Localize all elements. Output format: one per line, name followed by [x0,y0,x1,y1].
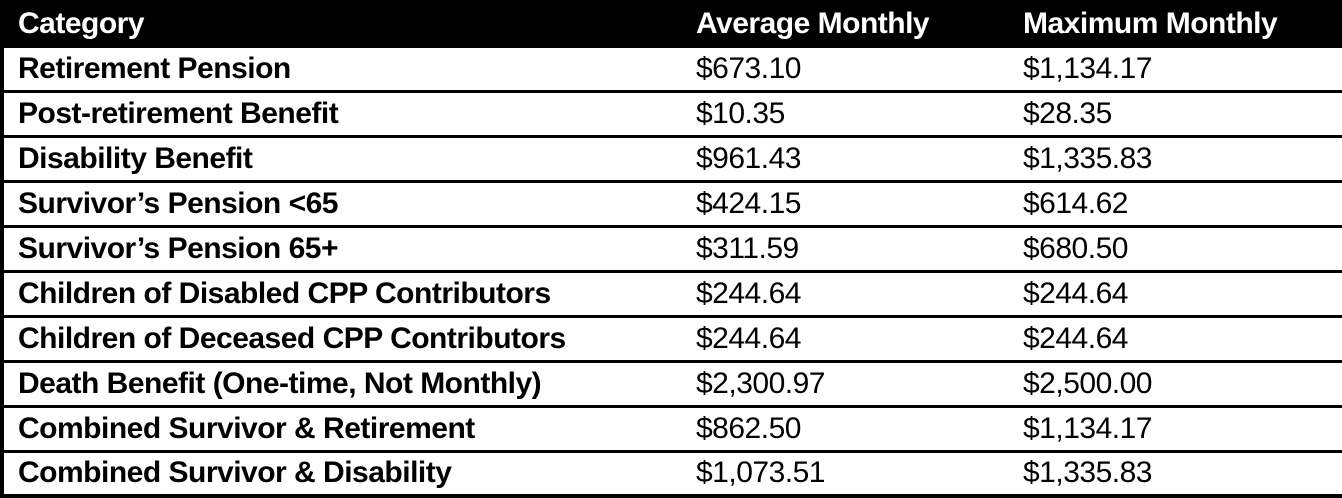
table-row: Retirement Pension $673.10 $1,134.17 [2,44,1342,91]
cell-category: Retirement Pension [2,44,682,91]
cell-maximum-monthly: $1,335.83 [1009,134,1342,181]
table-row: Disability Benefit $961.43 $1,335.83 [2,134,1342,181]
cell-category: Combined Survivor & Disability [2,449,682,496]
cell-average-monthly: $961.43 [682,134,1009,181]
cell-category: Post-retirement Benefit [2,89,682,136]
cell-average-monthly: $862.50 [682,404,1009,451]
cell-maximum-monthly: $1,134.17 [1009,44,1342,91]
cell-maximum-monthly: $1,134.17 [1009,404,1342,451]
cell-maximum-monthly: $244.64 [1009,269,1342,316]
cell-average-monthly: $244.64 [682,269,1009,316]
cell-category: Death Benefit (One-time, Not Monthly) [2,359,682,406]
table-row: Survivor’s Pension <65 $424.15 $614.62 [2,179,1342,226]
cell-average-monthly: $1,073.51 [682,449,1009,496]
table-row: Combined Survivor & Retirement $862.50 $… [2,404,1342,451]
cell-maximum-monthly: $680.50 [1009,224,1342,271]
cell-average-monthly: $244.64 [682,314,1009,361]
cell-category: Survivor’s Pension <65 [2,179,682,226]
cell-maximum-monthly: $2,500.00 [1009,359,1342,406]
cell-average-monthly: $424.15 [682,179,1009,226]
cell-category: Combined Survivor & Retirement [2,404,682,451]
cell-category: Children of Disabled CPP Contributors [2,269,682,316]
column-header-average-monthly: Average Monthly [682,2,1009,46]
cell-maximum-monthly: $614.62 [1009,179,1342,226]
table-row: Death Benefit (One-time, Not Monthly) $2… [2,359,1342,406]
cell-average-monthly: $2,300.97 [682,359,1009,406]
table-row: Children of Disabled CPP Contributors $2… [2,269,1342,316]
cell-maximum-monthly: $244.64 [1009,314,1342,361]
cell-maximum-monthly: $28.35 [1009,89,1342,136]
table-row: Post-retirement Benefit $10.35 $28.35 [2,89,1342,136]
cell-average-monthly: $311.59 [682,224,1009,271]
cell-category: Disability Benefit [2,134,682,181]
cell-average-monthly: $10.35 [682,89,1009,136]
header-row: Category Average Monthly Maximum Monthly [2,2,1342,46]
cell-maximum-monthly: $1,335.83 [1009,449,1342,496]
table-row: Survivor’s Pension 65+ $311.59 $680.50 [2,224,1342,271]
cell-category: Survivor’s Pension 65+ [2,224,682,271]
table-row: Children of Deceased CPP Contributors $2… [2,314,1342,361]
column-header-maximum-monthly: Maximum Monthly [1009,2,1342,46]
table-row: Combined Survivor & Disability $1,073.51… [2,449,1342,496]
column-header-category: Category [2,2,682,46]
cell-average-monthly: $673.10 [682,44,1009,91]
cell-category: Children of Deceased CPP Contributors [2,314,682,361]
